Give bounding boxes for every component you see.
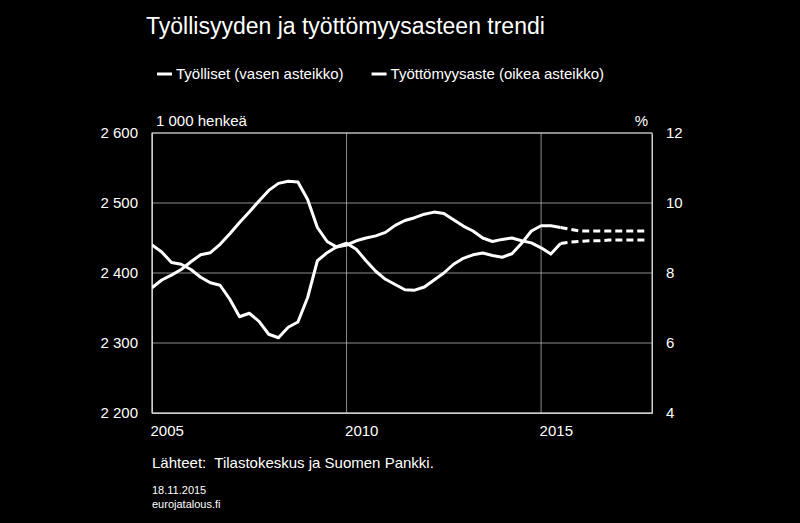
tick-label: 10 — [666, 194, 683, 211]
series-line — [152, 226, 561, 338]
grid — [152, 133, 652, 413]
site: eurojatalous.fi — [152, 498, 221, 510]
background — [0, 0, 800, 523]
grid-line-y — [152, 203, 652, 204]
tick: 4 — [652, 404, 674, 421]
series-line — [561, 228, 649, 232]
y-axis: 2 200 2 300 2 400 2 500 2 600 — [100, 124, 152, 421]
series-line — [152, 181, 561, 287]
title: Työllisyyden ja työttömyysasteen trendi — [146, 13, 545, 39]
tick: 12 — [652, 124, 683, 141]
tick-label: 4 — [666, 404, 674, 421]
tick: 10 — [652, 194, 683, 211]
legend-swatch — [372, 73, 387, 76]
tick: 2015 — [540, 413, 573, 439]
tick-label: 2015 — [540, 422, 573, 439]
tick: 2 500 — [100, 194, 152, 211]
grid-line-x — [541, 133, 542, 413]
source: Lähteet: Tilastokeskus ja Suomen Pankki. — [152, 454, 434, 471]
tick-label: 2 200 — [100, 404, 138, 421]
tick-label: 2005 — [151, 422, 184, 439]
y2-axis-label: % — [635, 112, 648, 129]
legend-item: Työlliset (vasen asteikko) — [157, 65, 344, 82]
legend-item: Työttömyysaste (oikea asteikko) — [372, 65, 604, 82]
tick-label: 2 400 — [100, 264, 138, 281]
tick: 2 400 — [100, 264, 152, 281]
y-axis-label: 1 000 henkeä — [156, 112, 248, 129]
date: 18.11.2015 — [152, 484, 206, 496]
legend: Työlliset (vasen asteikko) Työttömyysaste… — [157, 65, 604, 82]
x-axis: 2005 2010 2015 — [151, 413, 653, 439]
tick: 2010 — [345, 413, 378, 439]
tick-label: 8 — [666, 264, 674, 281]
tick-label: 2 300 — [100, 334, 138, 351]
tick-label: 2 600 — [100, 124, 138, 141]
tick: 2 600 — [100, 124, 152, 141]
chart: 2005 2010 2015 2 200 2 300 2 400 2 500 2 600 4 6 8… — [0, 0, 800, 523]
tick: 2 300 — [100, 334, 152, 351]
tick-label: 2010 — [345, 422, 378, 439]
tick: 6 — [652, 334, 674, 351]
tick: 8 — [652, 264, 674, 281]
legend-swatch — [157, 73, 172, 76]
tick: 2 200 — [100, 404, 152, 421]
tick-label: 2 500 — [100, 194, 138, 211]
tick-label: 12 — [666, 124, 683, 141]
y2-axis: 4 6 8 10 12 — [652, 124, 683, 421]
axis-line — [153, 413, 653, 414]
legend-label: Työlliset (vasen asteikko) — [176, 65, 344, 82]
plot-frame — [152, 133, 652, 413]
axis-line — [152, 134, 153, 414]
axis-line — [652, 134, 653, 414]
grid-line-y — [152, 273, 652, 274]
grid-line-x — [346, 133, 347, 413]
tick: 2005 — [151, 413, 184, 439]
tick-label: 6 — [666, 334, 674, 351]
legend-label: Työttömyysaste (oikea asteikko) — [391, 65, 604, 82]
plot-area — [152, 181, 648, 337]
series-line — [561, 240, 649, 244]
grid-line-y — [152, 343, 652, 344]
